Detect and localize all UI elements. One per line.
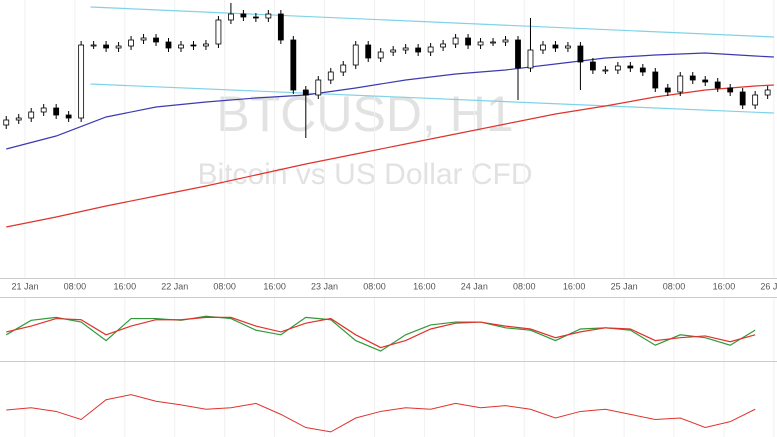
- x-tick-label: 26 Jan: [760, 281, 777, 291]
- candle-body: [540, 44, 546, 51]
- candle-body: [365, 44, 372, 59]
- candle-body: [190, 44, 197, 47]
- candle-body: [28, 111, 35, 119]
- x-tick-label: 21 Jan: [11, 281, 38, 291]
- candle-body: [502, 39, 509, 43]
- candle-body: [178, 44, 184, 49]
- candle-body: [702, 79, 709, 83]
- channel-line: [90, 6, 774, 38]
- candle-body: [764, 89, 771, 96]
- candle-body: [78, 44, 85, 119]
- candle-body: [340, 64, 347, 73]
- candle-body: [477, 41, 484, 46]
- candle-body: [614, 65, 621, 71]
- candle-body: [153, 37, 159, 43]
- candle-body: [103, 44, 109, 49]
- moving-average: [6, 84, 774, 228]
- x-tick-label: 16:00: [114, 281, 137, 291]
- candle-body: [415, 47, 422, 53]
- candle-body: [290, 39, 297, 91]
- candle-body: [427, 46, 434, 53]
- candle-body: [228, 13, 234, 21]
- candle-body: [377, 51, 384, 59]
- x-tick-label: 08:00: [663, 281, 686, 291]
- candle-body: [90, 44, 97, 47]
- x-tick-label: 16:00: [413, 281, 436, 291]
- candle-body: [627, 65, 634, 69]
- x-tick-label: 08:00: [64, 281, 87, 291]
- candle-body: [315, 79, 322, 96]
- candle-body: [115, 45, 122, 49]
- candle-body: [40, 107, 47, 113]
- candle-body: [440, 43, 447, 48]
- candle-body: [739, 91, 746, 106]
- candle-body: [465, 37, 471, 46]
- candle-body: [664, 87, 671, 93]
- x-tick-label: 22 Jan: [161, 281, 188, 291]
- candle-body: [577, 45, 584, 63]
- candle-body: [277, 13, 284, 41]
- candle-body: [203, 43, 209, 47]
- candle-body: [490, 41, 496, 44]
- candle-body: [165, 41, 172, 49]
- candle-body: [252, 16, 259, 19]
- candle-body: [602, 69, 609, 72]
- candle-body: [714, 81, 721, 89]
- x-tick-label: 08:00: [363, 281, 386, 291]
- x-tick-label: 16:00: [263, 281, 286, 291]
- candle-body: [265, 13, 272, 19]
- candle-body: [128, 39, 134, 47]
- rsi-line: [6, 394, 756, 433]
- candle-body: [589, 61, 596, 71]
- candle-body: [65, 114, 72, 119]
- x-tick-label: 25 Jan: [611, 281, 638, 291]
- candle-body: [752, 94, 759, 106]
- candle-body: [527, 49, 534, 69]
- candle-body: [639, 67, 646, 73]
- x-tick-label: 08:00: [213, 281, 236, 291]
- candle-body: [240, 13, 247, 18]
- candle-body: [452, 37, 459, 45]
- moving-average: [6, 52, 774, 150]
- candle-body: [565, 45, 571, 49]
- x-tick-label: 08:00: [513, 281, 536, 291]
- candle-body: [402, 47, 409, 51]
- candle-body: [652, 71, 659, 89]
- candle-body: [689, 75, 696, 81]
- candle-body: [215, 19, 222, 45]
- candle-body: [552, 44, 559, 49]
- candle-body: [3, 119, 10, 126]
- stochastic-line: [5, 315, 756, 352]
- candle-body: [515, 39, 521, 69]
- candle-body: [677, 75, 684, 93]
- candle-body: [302, 89, 309, 96]
- x-tick-label: 16:00: [563, 281, 586, 291]
- stochastic-line: [6, 316, 756, 349]
- candle-body: [327, 71, 334, 81]
- watermark-subtitle: Bitcoin vs US Dollar CFD: [197, 158, 532, 191]
- candle-body: [53, 107, 60, 116]
- channel-line: [90, 83, 774, 114]
- candle-body: [140, 37, 147, 41]
- x-tick-label: 23 Jan: [311, 281, 338, 291]
- x-tick-label: 24 Jan: [461, 281, 488, 291]
- x-tick-label: 16:00: [713, 281, 736, 291]
- candle-body: [352, 44, 359, 66]
- candle-body: [390, 49, 397, 53]
- watermark-title: BTCUSD, H1: [216, 86, 513, 142]
- candle-body: [727, 87, 734, 93]
- candle-body: [15, 117, 22, 121]
